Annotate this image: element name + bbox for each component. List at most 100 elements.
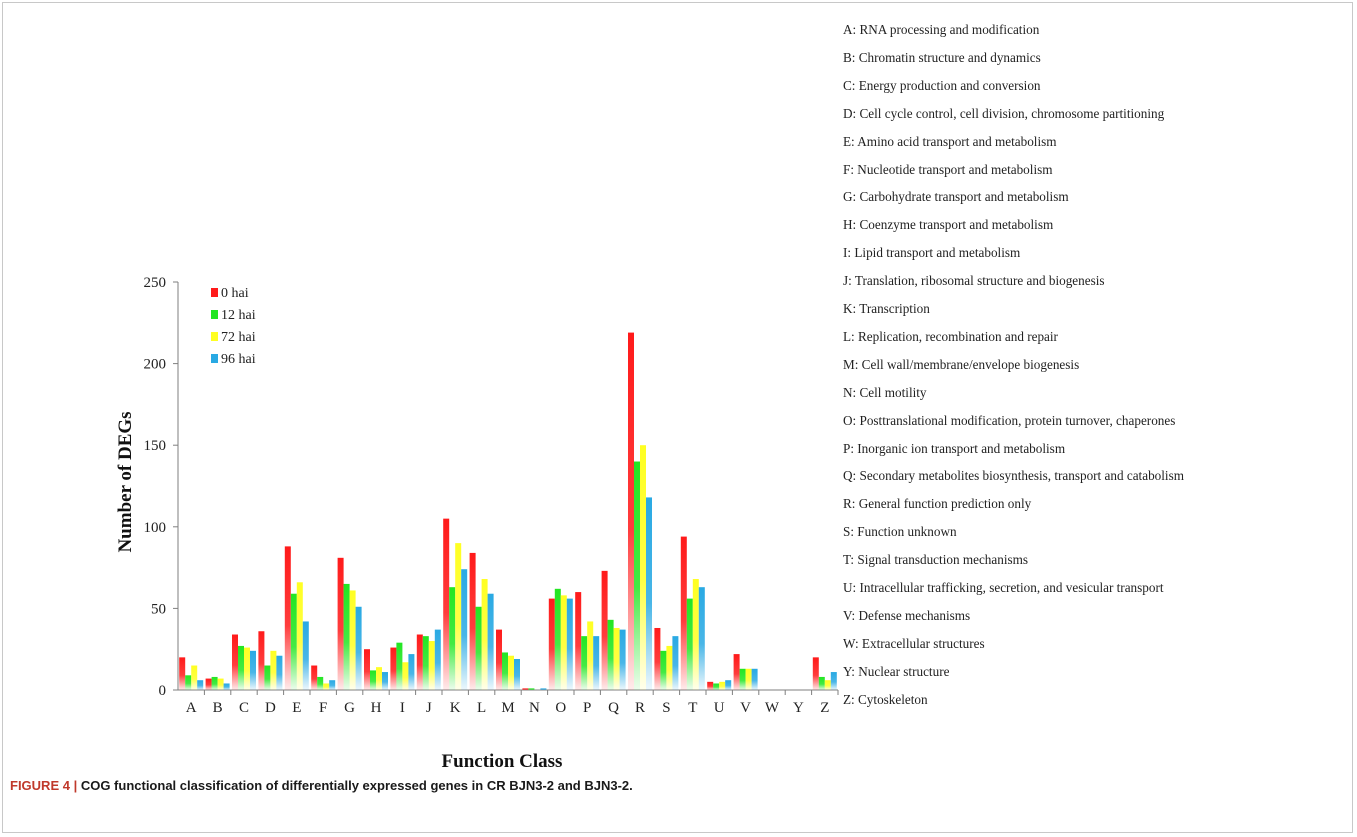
- bar-D-72-hai: [270, 650, 277, 690]
- bar-V-96-hai: [751, 668, 758, 690]
- bar-A-12-hai: [185, 675, 192, 690]
- bar-Z-12-hai: [818, 676, 825, 690]
- bar-R-0-hai: [628, 332, 634, 690]
- function-class-legend-item: J: Translation, ribosomal structure and …: [843, 273, 1105, 289]
- x-tick-label: Z: [820, 700, 829, 716]
- bar-F-72-hai: [323, 683, 330, 690]
- bar-O-72-hai: [560, 595, 567, 690]
- bar-G-0-hai: [337, 557, 344, 690]
- function-class-legend-item: P: Inorganic ion transport and metabolis…: [843, 440, 1066, 456]
- x-tick-label: U: [714, 700, 725, 716]
- bar-O-12-hai: [554, 588, 561, 690]
- bar-L-72-hai: [481, 579, 488, 690]
- legend-swatch: [211, 310, 218, 319]
- y-tick-label: 50: [151, 601, 166, 617]
- bar-K-12-hai: [449, 587, 456, 690]
- function-class-legend-item: O: Posttranslational modification, prote…: [843, 412, 1176, 428]
- bar-L-12-hai: [475, 606, 482, 690]
- x-tick-label: P: [583, 700, 591, 716]
- function-class-legend-item: W: Extracellular structures: [843, 635, 985, 651]
- x-tick-label: Q: [608, 700, 619, 716]
- bar-Q-0-hai: [601, 570, 608, 690]
- bar-K-0-hai: [443, 518, 450, 690]
- x-tick-label: M: [501, 700, 514, 716]
- y-tick-label: 0: [159, 683, 167, 699]
- bar-E-12-hai: [290, 593, 297, 690]
- bar-S-96-hai: [672, 636, 679, 690]
- bar-V-12-hai: [739, 668, 746, 690]
- x-tick-label: J: [426, 700, 432, 716]
- bar-Z-0-hai: [812, 657, 819, 690]
- bar-N-96-hai: [540, 688, 547, 690]
- bar-E-0-hai: [284, 546, 291, 690]
- bar-C-12-hai: [238, 645, 244, 690]
- bar-P-72-hai: [587, 621, 594, 690]
- y-axis-label: Number of DEGs: [115, 411, 136, 552]
- bar-F-0-hai: [311, 665, 318, 690]
- y-tick-label: 100: [144, 520, 167, 536]
- x-tick-label: L: [477, 700, 486, 716]
- function-class-legend-item: E: Amino acid transport and metabolism: [843, 133, 1057, 149]
- chart-axes: 0 50 100 150 200 250 A B C D E F G H I J K L M N O P Q R S T U V W Y Z: [144, 275, 839, 716]
- function-class-legend-item: I: Lipid transport and metabolism: [843, 245, 1021, 261]
- function-class-legend-item: T: Signal transduction mechanisms: [843, 552, 1029, 568]
- x-tick-label: S: [662, 700, 670, 716]
- bar-I-72-hai: [402, 662, 409, 690]
- bar-Q-12-hai: [607, 619, 614, 690]
- bar-V-72-hai: [745, 668, 752, 690]
- legend-swatch: [211, 332, 218, 341]
- bar-Z-96-hai: [830, 672, 837, 690]
- x-tick-label: T: [688, 700, 697, 716]
- x-tick-label: Y: [793, 700, 804, 716]
- bar-H-12-hai: [370, 670, 376, 690]
- bar-N-0-hai: [522, 688, 529, 690]
- function-class-legend-item: B: Chromatin structure and dynamics: [843, 49, 1041, 65]
- x-tick-label: C: [239, 700, 249, 716]
- figure-caption: FIGURE 4 | COG functional classification…: [10, 778, 633, 793]
- x-tick-label: O: [555, 700, 566, 716]
- bar-M-96-hai: [514, 658, 520, 690]
- chart-bars: [179, 332, 837, 690]
- chart-legend: 0 hai 12 hai 72 hai 96 hai: [211, 286, 256, 367]
- bar-R-12-hai: [634, 461, 640, 690]
- bar-L-96-hai: [487, 593, 494, 690]
- caption-text: COG functional classification of differe…: [80, 778, 633, 793]
- bar-T-0-hai: [680, 536, 687, 690]
- y-tick-label: 200: [144, 357, 167, 373]
- bar-A-0-hai: [179, 657, 186, 690]
- bar-S-0-hai: [654, 627, 661, 690]
- bar-J-96-hai: [434, 629, 441, 690]
- bar-O-96-hai: [566, 598, 573, 690]
- bar-K-96-hai: [461, 569, 468, 690]
- bar-B-0-hai: [205, 678, 212, 690]
- function-class-legend-item: D: Cell cycle control, cell division, ch…: [843, 105, 1165, 121]
- function-class-legend-item: H: Coenzyme transport and metabolism: [843, 217, 1054, 233]
- function-class-legend-item: S: Function unknown: [843, 524, 957, 540]
- bar-F-12-hai: [317, 676, 324, 690]
- legend-swatch: [211, 354, 218, 363]
- x-tick-label: A: [186, 700, 197, 716]
- function-class-legend-item: A: RNA processing and modification: [843, 22, 1040, 37]
- bar-H-96-hai: [382, 672, 388, 690]
- bar-B-72-hai: [217, 678, 224, 690]
- bar-B-96-hai: [223, 683, 230, 690]
- bar-E-72-hai: [296, 582, 303, 690]
- bar-C-96-hai: [250, 650, 256, 690]
- bar-O-0-hai: [548, 598, 555, 690]
- bar-P-0-hai: [575, 592, 582, 690]
- bar-B-12-hai: [211, 676, 218, 690]
- y-tick-label: 150: [144, 438, 167, 454]
- x-tick-label: B: [213, 700, 223, 716]
- bar-S-72-hai: [666, 645, 673, 690]
- bar-L-0-hai: [469, 552, 476, 690]
- function-class-legend-item: L: Replication, recombination and repair: [843, 328, 1058, 344]
- bar-I-96-hai: [408, 654, 415, 690]
- function-class-legend-item: C: Energy production and conversion: [843, 77, 1041, 93]
- function-class-legend-item: V: Defense mechanisms: [843, 607, 971, 623]
- function-class-legend-item: Z: Cytoskeleton: [843, 691, 928, 707]
- function-class-legend-item: F: Nucleotide transport and metabolism: [843, 161, 1053, 177]
- bar-D-12-hai: [264, 665, 271, 690]
- function-class-legend-item: U: Intracellular trafficking, secretion,…: [843, 580, 1164, 595]
